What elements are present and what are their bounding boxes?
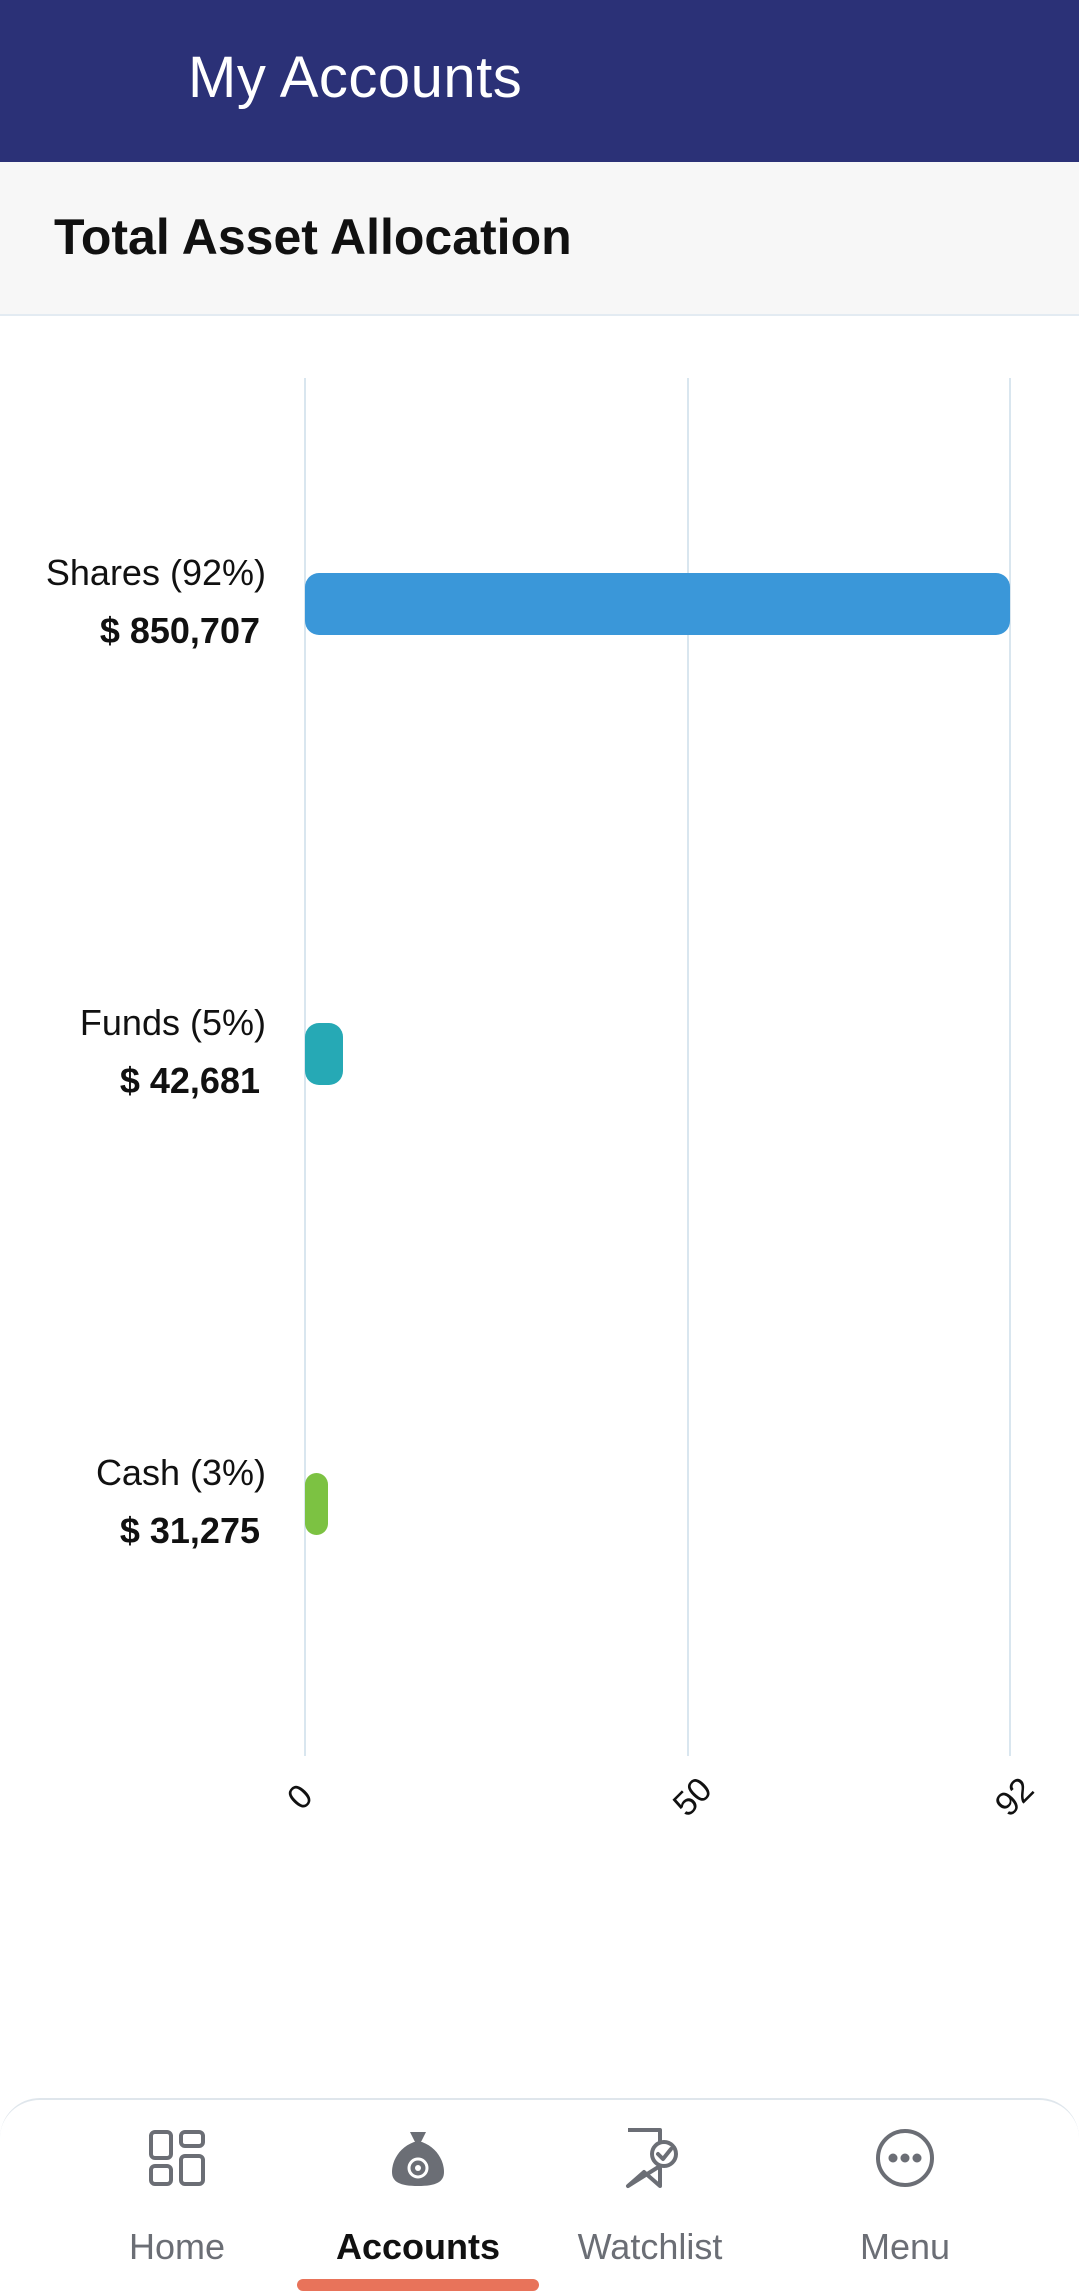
category-label-funds: Funds (5%) bbox=[79, 1002, 266, 1043]
nav-label-watchlist: Watchlist bbox=[577, 2226, 723, 2267]
asset-allocation-chart: Shares (92%) $ 850,707 Funds (5%) $ 42,6… bbox=[0, 316, 1079, 1856]
app-header: My Accounts bbox=[0, 0, 1079, 162]
nav-label-home: Home bbox=[128, 2226, 226, 2267]
category-amount-shares: $ 850,707 bbox=[99, 610, 260, 651]
watchlist-bookmark-icon bbox=[626, 2128, 678, 2188]
page-title: My Accounts bbox=[188, 45, 523, 110]
bar-shares[interactable] bbox=[305, 573, 1010, 635]
category-amount-funds: $ 42,681 bbox=[119, 1060, 260, 1101]
gridline-50 bbox=[687, 378, 690, 1756]
nav-item-accounts[interactable]: Accounts bbox=[303, 2100, 533, 2291]
category-label-cash: Cash (3%) bbox=[95, 1452, 266, 1493]
bar-cash[interactable] bbox=[305, 1473, 328, 1535]
x-tick-label-0: 0 bbox=[279, 1777, 321, 1818]
more-menu-icon bbox=[876, 2129, 934, 2187]
active-tab-indicator bbox=[297, 2279, 539, 2291]
nav-item-watchlist[interactable]: Watchlist bbox=[535, 2100, 765, 2291]
x-tick-label-1: 50 bbox=[665, 1770, 720, 1824]
category-label-shares: Shares (92%) bbox=[45, 552, 266, 593]
bar-funds[interactable] bbox=[305, 1023, 344, 1085]
nav-label-menu: Menu bbox=[859, 2226, 951, 2267]
category-amount-cash: $ 31,275 bbox=[119, 1510, 260, 1551]
money-bag-icon bbox=[392, 2132, 444, 2186]
bottom-navigation: Home Accounts Watchlist bbox=[0, 2098, 1079, 2291]
nav-item-menu[interactable]: Menu bbox=[790, 2100, 1020, 2291]
home-grid-icon bbox=[149, 2130, 205, 2186]
section-header: Total Asset Allocation bbox=[0, 162, 1079, 316]
section-title: Total Asset Allocation bbox=[54, 209, 572, 265]
x-tick-label-2: 92 bbox=[987, 1770, 1042, 1824]
nav-item-home[interactable]: Home bbox=[62, 2100, 292, 2291]
gridline-92 bbox=[1009, 378, 1011, 1756]
nav-label-accounts: Accounts bbox=[335, 2226, 501, 2267]
